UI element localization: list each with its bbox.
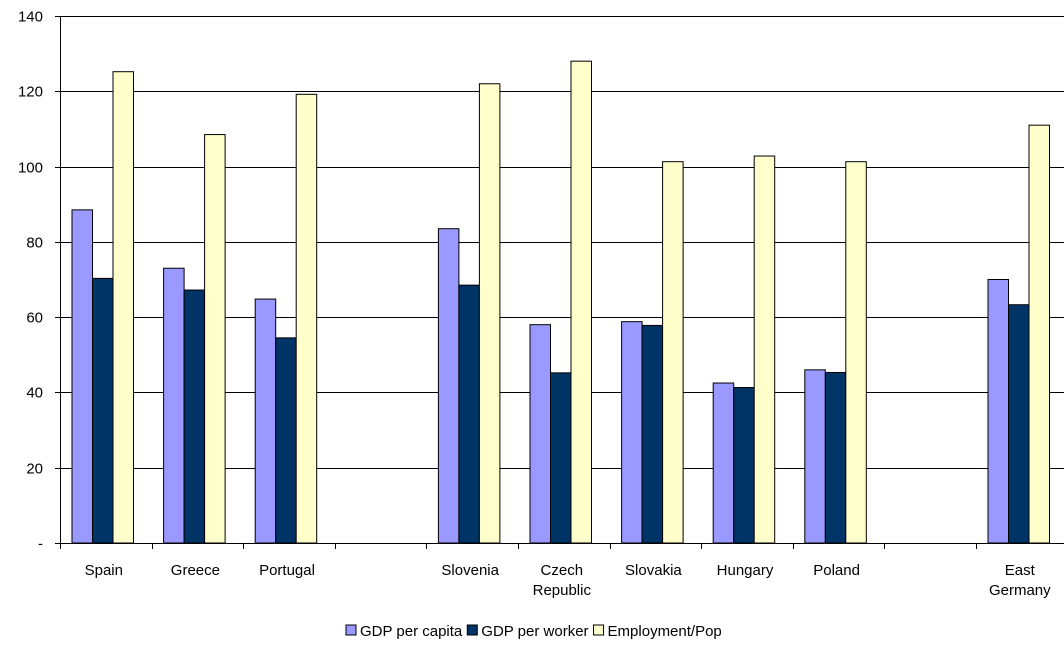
legend-label: GDP per capita — [360, 623, 463, 640]
legend-label: GDP per worker — [481, 623, 588, 640]
axes — [55, 16, 1064, 549]
y-tick-label: 60 — [26, 310, 43, 327]
y-tick-label: 80 — [26, 235, 43, 252]
y-tick-label: - — [38, 536, 43, 553]
legend-swatch — [345, 624, 357, 636]
bar-employment-pop-0 — [112, 71, 134, 544]
bar-gdp-per-capita-6 — [621, 321, 643, 544]
bars — [71, 60, 1050, 544]
y-tick-label: 140 — [18, 9, 43, 26]
bar-gdp-per-worker-7 — [733, 387, 755, 544]
bar-employment-pop-10 — [1028, 124, 1050, 544]
bar-employment-pop-7 — [753, 155, 776, 544]
bar-employment-pop-4 — [478, 83, 501, 544]
bar-gdp-per-capita-0 — [71, 209, 93, 544]
y-tick-label: 20 — [26, 461, 43, 478]
bar-gdp-per-capita-2 — [254, 298, 277, 544]
bar-gdp-per-capita-4 — [437, 228, 460, 544]
legend-swatch — [593, 624, 605, 636]
x-category-label: Hungary — [717, 562, 774, 579]
bar-employment-pop-8 — [845, 161, 867, 544]
bar-employment-pop-1 — [204, 134, 226, 544]
y-axis-tick-labels: - 20 40 60 80 100 120 140 — [18, 9, 43, 553]
bar-gdp-per-worker-6 — [641, 324, 664, 544]
bar-gdp-per-worker-0 — [92, 277, 114, 544]
x-category-label: Portugal — [259, 562, 315, 579]
y-tick-label: 40 — [26, 385, 43, 402]
bar-gdp-per-worker-1 — [183, 289, 206, 544]
bar-employment-pop-2 — [295, 93, 318, 544]
gridlines — [60, 16, 1064, 469]
bar-gdp-per-worker-8 — [824, 371, 847, 544]
bar-employment-pop-5 — [570, 60, 592, 544]
bar-gdp-per-capita-10 — [987, 279, 1009, 544]
bar-gdp-per-capita-1 — [163, 267, 185, 544]
bar-gdp-per-worker-2 — [275, 337, 297, 544]
legend-swatch — [466, 624, 478, 636]
x-category-label: Slovakia — [625, 562, 682, 579]
bar-gdp-per-capita-7 — [712, 382, 735, 544]
bar-gdp-per-worker-5 — [550, 372, 572, 544]
bar-gdp-per-capita-5 — [529, 324, 551, 544]
x-category-label: Czech Republic — [533, 562, 592, 599]
bar-gdp-per-capita-8 — [804, 369, 826, 544]
x-axis-category-labels: Spain Greece Portugal Slovenia Czech Republic… — [85, 562, 1052, 599]
x-category-label: East Germany — [989, 562, 1051, 599]
x-category-label: Slovenia — [441, 562, 499, 579]
x-category-label: Poland — [813, 562, 860, 579]
bar-gdp-per-worker-4 — [458, 284, 480, 544]
bar-employment-pop-6 — [662, 161, 684, 544]
legend: GDP per capita GDP per worker Employment/P… — [345, 623, 722, 640]
bar-gdp-per-worker-10 — [1008, 304, 1030, 544]
y-tick-label: 120 — [18, 84, 43, 101]
legend-label: Employment/Pop — [608, 623, 722, 640]
x-category-label: Spain — [85, 562, 123, 579]
y-tick-label: 100 — [18, 160, 43, 177]
x-category-label: Greece — [171, 562, 220, 579]
